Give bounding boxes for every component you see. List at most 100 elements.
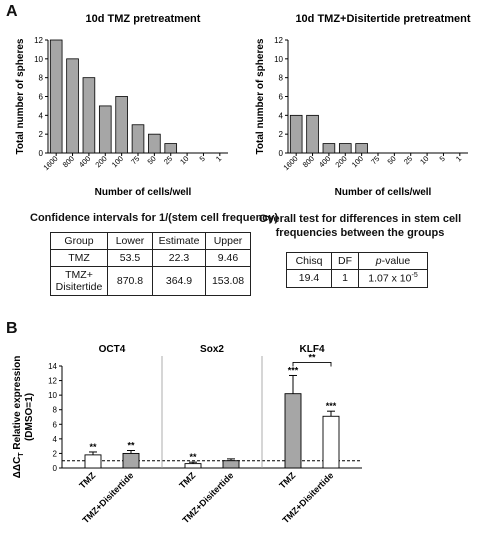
chart-title: 10d TMZ pretreatment [86,13,201,25]
bar [84,454,102,469]
x-tick-label: TMZ [77,470,98,491]
bar [131,124,145,154]
table-row: 19.4 1 1.07 x 10-5 [286,269,428,288]
y-tick-label: 4 [279,111,284,120]
ci-cell-estimate: 364.9 [152,266,206,296]
y-axis-label-line-2: (DMSO=1) [24,393,35,441]
bar [82,77,96,154]
overall-cell-pvalue: 1.07 x 10-5 [358,269,428,288]
y-tick-label: 8 [53,406,58,415]
bar [306,114,319,154]
x-tick-label: TMZ [277,470,298,491]
x-tick-label: 1 [214,154,223,163]
y-tick-label: 2 [53,449,58,458]
x-tick-label: 400 [77,154,92,169]
group-label: Sox2 [200,344,224,355]
overall-header-chisq: Chisq [286,252,332,270]
bar [184,463,202,469]
bar [355,143,368,154]
x-tick-label: 10 [418,154,430,166]
overall-cell-chisq: 19.4 [286,269,332,288]
y-axis-label: ΔΔCT Relative expression [12,356,25,479]
x-axis-label: Number of cells/well [95,187,192,198]
y-tick-label: 0 [53,464,58,473]
bar [222,460,240,469]
x-tick-label: 5 [438,154,447,163]
y-tick-label: 10 [274,55,283,64]
y-tick-label: 0 [39,149,44,158]
bar [66,58,79,154]
pvalue-exponent: -5 [411,272,418,279]
bar [289,114,303,154]
x-tick-label: 75 [369,154,381,166]
comparison-bracket [292,362,332,367]
bar [322,415,340,469]
ci-cell-estimate: 22.3 [152,249,206,267]
chart-title: 10d TMZ+Disitertide pretreatment [295,13,470,25]
ci-header-estimate: Estimate [152,232,206,250]
x-tick-label: 25 [402,154,414,166]
group-line-2: Disitertide [55,281,103,293]
x-tick-label: 1600 [41,154,59,172]
group-label: KLF4 [300,344,325,355]
significance-label: ** [127,441,135,451]
panel-b-label: B [6,320,18,337]
overall-header-pvalue: p-value [358,252,428,270]
x-tick-label: 100 [110,154,125,169]
y-tick-label: 12 [48,377,57,386]
overall-header-df: DF [331,252,359,270]
y-label-rest: Relative expression [12,356,23,453]
ci-cell-upper: 9.46 [205,249,251,267]
ci-cell-group: TMZ+ Disitertide [50,266,108,296]
table-row: Group Lower Estimate Upper [50,232,251,250]
x-tick-label: 25 [162,154,174,166]
panel-a-label: A [6,3,18,20]
bar [164,143,178,154]
bar [115,96,128,154]
ci-header-lower: Lower [107,232,153,250]
y-tick-label: 6 [279,93,284,102]
bar [49,39,63,154]
caption-line-2: frequencies between the groups [275,227,445,239]
bar [148,133,161,154]
p-italic: p [375,255,382,267]
significance-label: *** [326,401,337,411]
caption-line-1: Overall test for differences in stem cel… [258,213,462,225]
ci-header-group: Group [50,232,108,250]
y-tick-label: 8 [39,74,44,83]
ci-cell-lower: 870.8 [107,266,153,296]
x-tick-label: 400 [317,154,332,169]
ci-cell-upper: 153.08 [205,266,251,296]
ci-cell-group: TMZ [50,249,108,267]
y-tick-label: 10 [48,391,57,400]
relative-expression-bar-chart: ΔΔCT Relative expression (DMSO=1) 0 2 4 6 8 10 1… [12,344,362,525]
y-tick-label: 4 [53,435,58,444]
x-tick-label: 75 [129,154,141,166]
ci-table-caption: Confidence intervals for 1/(stem cell fr… [30,212,279,224]
x-axis-label: Number of cells/well [335,187,432,198]
significance-label: ** [189,452,197,462]
x-tick-label: 100 [350,154,365,169]
y-axis-label: Total number of spheres [255,38,266,154]
table-row: TMZ+ Disitertide 870.8 364.9 153.08 [50,266,251,296]
y-tick-label: 12 [274,36,283,45]
group-label: OCT4 [99,344,126,355]
pvalue-suffix: -value [381,255,411,267]
tmz-disitertide-sphere-bar-chart: 10d TMZ+Disitertide pretreatment 0 2 4 6 8 10 1… [255,13,471,198]
bar [122,452,140,469]
ci-table: Group Lower Estimate Upper TMZ 53.5 22.3… [50,232,251,296]
overall-test-caption: Overall test for differences in stem cel… [245,212,475,240]
y-tick-label: 14 [48,362,57,371]
x-tick-label: 50 [146,154,158,166]
y-label-main: ΔΔC [12,457,23,479]
x-tick-label: 200 [93,154,108,169]
pvalue-base: 1.07 x 10 [368,272,412,285]
bracket-significance-label: ** [308,352,316,362]
y-tick-label: 10 [34,55,43,64]
y-tick-label: 4 [39,111,44,120]
y-tick-label: 8 [279,74,284,83]
x-tick-label: 1 [454,154,463,163]
ci-cell-lower: 53.5 [107,249,153,267]
significance-label: *** [288,365,299,375]
